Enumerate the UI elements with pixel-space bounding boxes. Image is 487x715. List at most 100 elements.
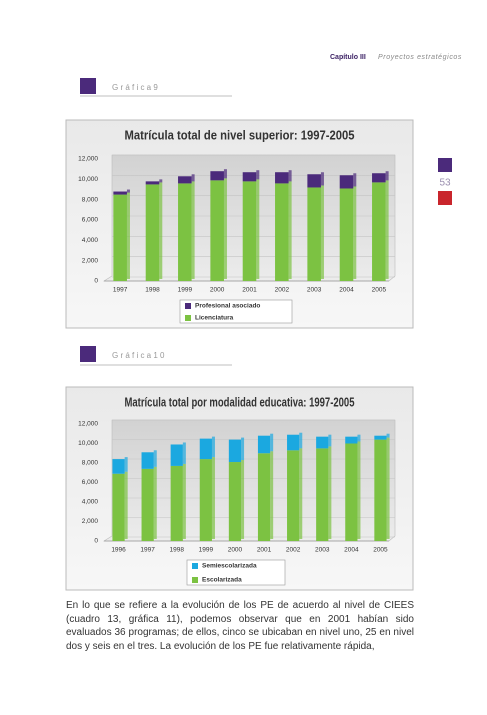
- bar-segment: [345, 436, 358, 444]
- header-chapter: Capítulo III: [330, 54, 366, 61]
- y-tick-label: 8,000: [82, 196, 99, 203]
- bar-side: [191, 174, 195, 182]
- bar-segment: [112, 473, 125, 541]
- figure-label: G r á f i c a 9: [112, 83, 158, 92]
- bar-segment: [145, 181, 160, 185]
- bar-segment: [275, 172, 289, 184]
- bar-segment: [210, 171, 224, 181]
- bar-side: [126, 189, 130, 193]
- bar-side: [386, 437, 390, 539]
- figure-label: G r á f i c a 1 0: [112, 351, 165, 360]
- x-tick-label: 2004: [339, 287, 354, 294]
- legend-swatch: [185, 315, 191, 321]
- bar-side: [270, 451, 274, 539]
- bar-segment: [145, 184, 160, 281]
- bar-side: [241, 460, 245, 539]
- bar-segment: [316, 448, 329, 541]
- y-tick-label: 0: [94, 538, 98, 545]
- page-number: 53: [439, 178, 451, 189]
- bar-side: [328, 434, 332, 447]
- bar-segment: [228, 462, 242, 541]
- x-tick-label: 2003: [307, 287, 322, 294]
- bar-segment: [257, 435, 271, 454]
- bar-side: [320, 185, 324, 279]
- y-tick-label: 6,000: [82, 479, 99, 486]
- bar-segment: [113, 191, 127, 195]
- legend-swatch: [192, 563, 198, 569]
- bar-side: [385, 171, 389, 181]
- bar-side: [386, 433, 390, 438]
- bar-side: [270, 433, 274, 452]
- bar-side: [353, 186, 357, 279]
- y-tick-label: 10,000: [78, 440, 98, 447]
- bar-segment: [307, 187, 321, 281]
- bar-side: [320, 172, 324, 186]
- legend-box: [179, 299, 293, 324]
- x-tick-label: 2003: [315, 547, 330, 554]
- y-tick-label: 4,000: [82, 237, 99, 244]
- legend-swatch: [192, 577, 198, 583]
- bar-segment: [141, 468, 154, 541]
- bar-side: [124, 471, 128, 539]
- figure-icon: [80, 346, 96, 362]
- bar-side: [159, 182, 163, 279]
- bar-segment: [112, 459, 125, 474]
- y-tick-label: 10,000: [78, 176, 98, 183]
- bar-segment: [339, 175, 354, 189]
- bar-segment: [228, 439, 242, 463]
- bar-side: [288, 170, 292, 182]
- bar-segment: [170, 444, 183, 466]
- bar-side: [211, 457, 215, 539]
- bar-side: [353, 173, 357, 187]
- x-tick-label: 2005: [372, 287, 387, 294]
- legend-box: [186, 559, 286, 586]
- y-tick-label: 12,000: [78, 156, 98, 163]
- bar-segment: [345, 443, 358, 541]
- bar-side: [241, 437, 245, 461]
- bar-segment: [199, 459, 212, 541]
- y-tick-label: 8,000: [82, 460, 99, 467]
- x-tick-label: 1997: [113, 287, 128, 294]
- bar-segment: [372, 182, 386, 281]
- bar-side: [385, 180, 389, 279]
- bar-segment: [374, 439, 387, 541]
- bar-side: [126, 192, 130, 279]
- header-section: Proyectos estratégicos: [378, 54, 462, 61]
- bar-segment: [287, 434, 300, 451]
- x-tick-label: 2004: [344, 547, 359, 554]
- bar-segment: [287, 450, 300, 541]
- x-tick-label: 1996: [111, 547, 126, 554]
- bar-segment: [316, 436, 329, 449]
- x-tick-label: 2002: [286, 547, 301, 554]
- y-tick-label: 4,000: [82, 499, 99, 506]
- bar-segment: [307, 174, 321, 188]
- bar-segment: [178, 176, 192, 184]
- x-tick-label: 2000: [228, 547, 243, 554]
- bar-segment: [242, 172, 257, 182]
- x-tick-label: 2001: [257, 547, 272, 554]
- bar-side: [153, 466, 157, 539]
- legend-swatch: [185, 303, 191, 309]
- bar-side: [299, 448, 303, 539]
- bar-side: [357, 441, 361, 539]
- bar-side: [357, 434, 361, 442]
- bar-side: [159, 179, 163, 183]
- legend-label: Escolarizada: [202, 577, 242, 584]
- legend-label: Profesional asociado: [195, 303, 260, 310]
- legend-label: Licenciatura: [195, 315, 234, 322]
- bar-segment: [275, 183, 289, 281]
- bar-segment: [113, 194, 127, 281]
- bar-segment: [141, 452, 154, 469]
- bar-segment: [374, 435, 387, 440]
- x-tick-label: 1997: [140, 547, 155, 554]
- bar-side: [299, 432, 303, 449]
- tab-red: [438, 191, 452, 205]
- chart-title: Matrícula total de nivel superior: 1997-…: [125, 127, 355, 142]
- bar-segment: [339, 188, 354, 281]
- bar-side: [191, 181, 195, 279]
- x-tick-label: 2005: [373, 547, 388, 554]
- x-tick-label: 1999: [199, 547, 214, 554]
- bar-segment: [210, 180, 224, 281]
- bar-side: [211, 436, 215, 458]
- y-tick-label: 12,000: [78, 421, 98, 428]
